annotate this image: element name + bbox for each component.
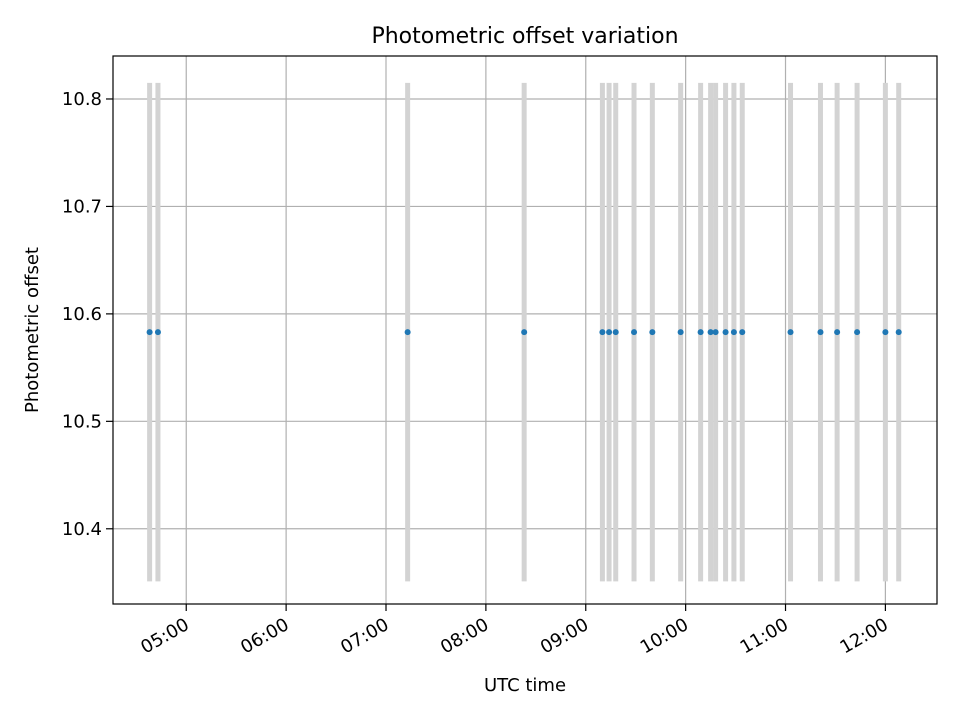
data-point <box>404 329 411 336</box>
data-point <box>707 329 714 336</box>
data-point <box>712 329 719 336</box>
y-tick-label: 10.5 <box>62 411 102 432</box>
data-point <box>612 329 619 336</box>
data-point <box>882 329 889 336</box>
y-axis-ticks: 10.4 10.5 10.6 10.7 10.8 <box>62 89 113 540</box>
data-points <box>146 329 902 336</box>
data-point <box>146 329 153 336</box>
data-point <box>739 329 746 336</box>
y-tick-label: 10.8 <box>62 89 102 110</box>
data-point <box>722 329 729 336</box>
data-point <box>730 329 737 336</box>
y-tick-label: 10.7 <box>62 196 102 217</box>
data-point <box>154 329 161 336</box>
data-point <box>834 329 841 336</box>
x-axis-label: UTC time <box>484 675 566 696</box>
data-point <box>631 329 638 336</box>
data-point <box>521 329 528 336</box>
y-axis-label: Photometric offset <box>22 247 43 413</box>
data-point <box>649 329 656 336</box>
data-point <box>606 329 613 336</box>
y-tick-label: 10.4 <box>62 519 102 540</box>
data-point <box>697 329 704 336</box>
data-point <box>817 329 824 336</box>
data-point <box>854 329 861 336</box>
y-tick-label: 10.6 <box>62 304 102 325</box>
chart-title: Photometric offset variation <box>371 24 678 49</box>
data-point <box>787 329 794 336</box>
plot-frame <box>112 55 938 605</box>
data-point <box>895 329 902 336</box>
data-point <box>677 329 684 336</box>
data-point <box>599 329 606 336</box>
